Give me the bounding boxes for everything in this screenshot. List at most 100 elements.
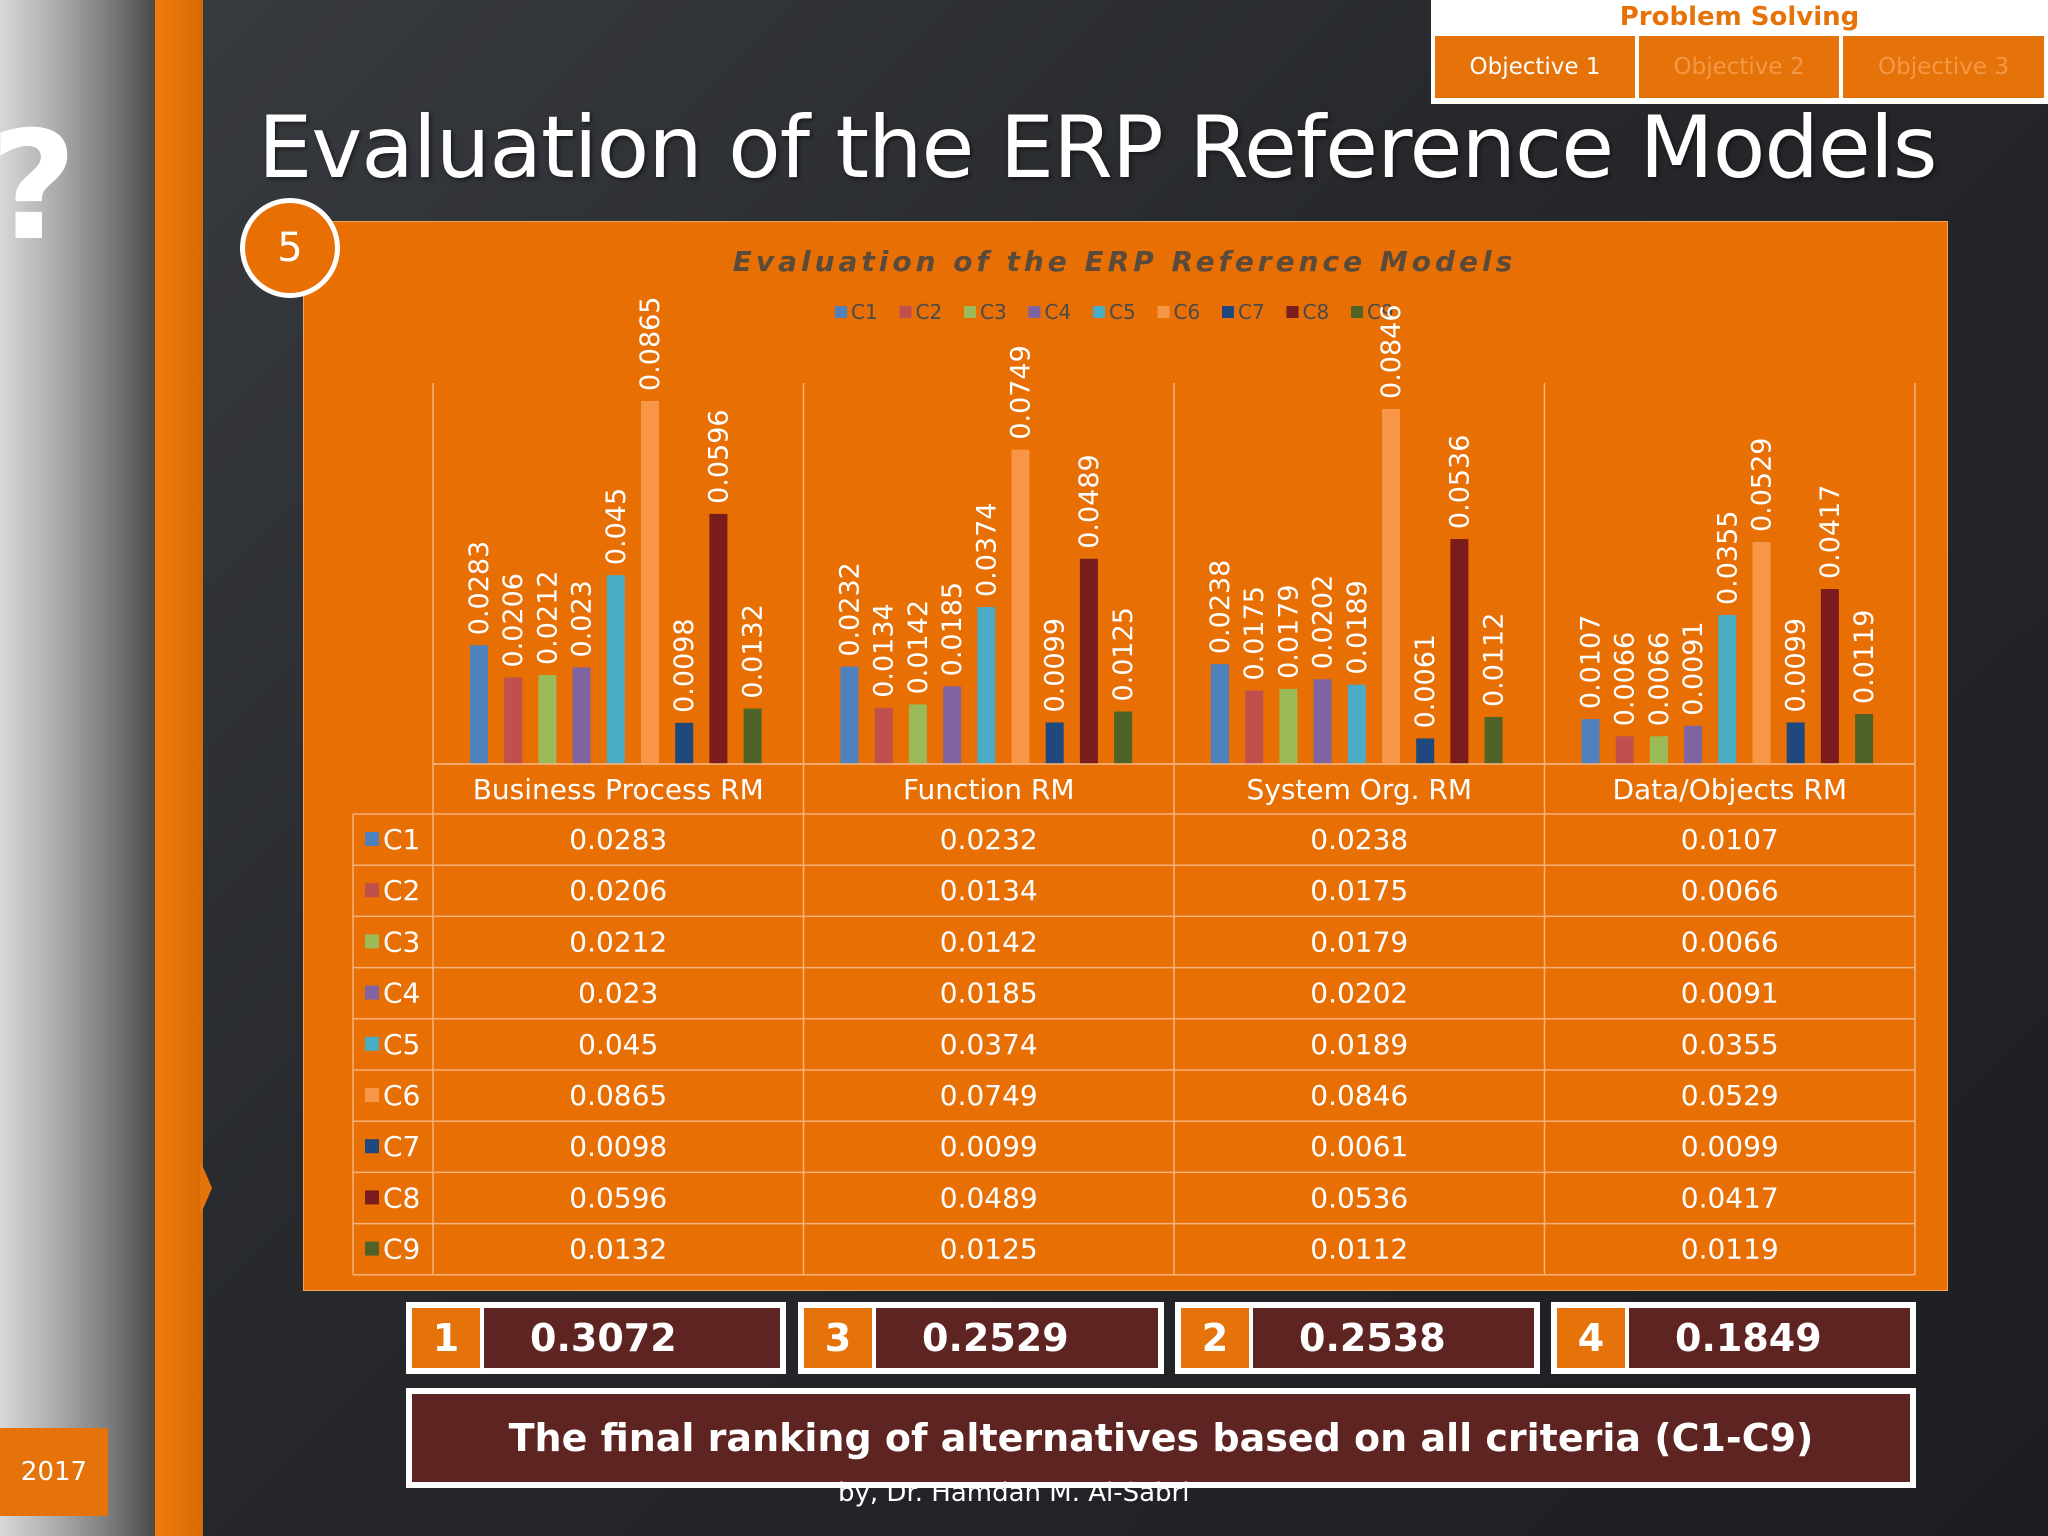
data-label-c6: 0.0529: [1747, 438, 1778, 532]
data-label-c8: 0.0536: [1444, 435, 1475, 529]
data-label-c1: 0.0283: [464, 541, 495, 635]
legend-label-c6: C6: [1174, 300, 1201, 324]
table-cell: 0.0202: [1310, 977, 1408, 1010]
data-label-c2: 0.0066: [1610, 632, 1641, 726]
bar-c9: [1484, 716, 1503, 764]
bar-c6: [1011, 449, 1030, 764]
bar-c5: [977, 607, 996, 764]
bar-c5: [1718, 615, 1737, 764]
table-cell: 0.0142: [940, 925, 1038, 958]
step-number-badge: 5: [240, 198, 340, 298]
data-label-c5: 0.045: [601, 488, 632, 565]
bar-c6: [1382, 408, 1400, 764]
legend-swatch-c1: [835, 306, 847, 318]
table-cell: 0.0189: [1310, 1028, 1408, 1061]
table-cell: 0.0749: [940, 1079, 1038, 1112]
data-label-c1: 0.0107: [1576, 615, 1607, 709]
data-label-c9: 0.0125: [1108, 607, 1139, 701]
bar-c5: [606, 575, 625, 764]
question-mark-decoration: ?: [0, 100, 77, 274]
bar-c6: [641, 401, 659, 764]
data-label-c5: 0.0189: [1342, 580, 1373, 674]
legend-label-c3: C3: [980, 300, 1007, 324]
data-label-c3: 0.0066: [1644, 632, 1675, 726]
table-cell: 0.0061: [1310, 1130, 1408, 1163]
data-label-c4: 0.0091: [1678, 621, 1709, 715]
bar-c5: [1347, 684, 1366, 764]
table-cell: 0.0098: [569, 1130, 667, 1163]
data-label-c6: 0.0749: [1006, 345, 1037, 439]
tab-objective-2[interactable]: Objective 2: [1639, 36, 1839, 98]
legend-swatch-c8: [1286, 306, 1299, 318]
rank-number: 1: [412, 1308, 480, 1368]
data-label-c2: 0.0175: [1239, 586, 1270, 680]
table-cell: 0.0099: [940, 1130, 1038, 1163]
table-header-2: Function RM: [903, 773, 1075, 806]
table-swatch-c4: [365, 985, 379, 1000]
table-swatch-c3: [365, 934, 379, 949]
table-cell: 0.0112: [1310, 1233, 1408, 1266]
bar-c4: [943, 686, 962, 764]
legend-label-c7: C7: [1238, 300, 1265, 324]
rank-number: 4: [1557, 1308, 1625, 1368]
table-cell: 0.0134: [940, 874, 1038, 907]
bar-c7: [1416, 738, 1435, 764]
legend-swatch-c5: [1093, 306, 1105, 318]
bar-c3: [538, 675, 557, 764]
table-row-label-c2: C2: [383, 874, 420, 907]
data-label-c9: 0.0132: [738, 604, 769, 698]
table-row-label-c7: C7: [383, 1130, 420, 1163]
table-row-label-c3: C3: [383, 925, 420, 958]
data-label-c5: 0.0355: [1712, 511, 1743, 605]
legend-label-c4: C4: [1045, 300, 1072, 324]
table-swatch-c2: [365, 883, 379, 898]
table-cell: 0.0125: [940, 1233, 1038, 1266]
data-label-c8: 0.0489: [1074, 454, 1105, 548]
table-cell: 0.0099: [1681, 1130, 1779, 1163]
table-cell: 0.0283: [569, 823, 667, 856]
ranking-box-function: 3 0.2529: [798, 1302, 1164, 1374]
left-photo-strip: ?: [0, 0, 155, 1536]
tab-objective-3[interactable]: Objective 3: [1843, 36, 2044, 98]
data-label-c2: 0.0206: [498, 573, 529, 667]
bar-c9: [743, 708, 762, 764]
table-cell: 0.0489: [940, 1181, 1038, 1214]
rank-score: 0.3072: [484, 1308, 780, 1368]
ranking-box-data-objects: 4 0.1849: [1551, 1302, 1916, 1374]
data-label-c7: 0.0098: [669, 618, 700, 712]
table-cell: 0.0119: [1681, 1233, 1779, 1266]
final-ranking-text: The final ranking of alternatives based …: [412, 1394, 1910, 1482]
table-cell: 0.023: [578, 977, 658, 1010]
table-swatch-c7: [365, 1139, 379, 1154]
legend-swatch-c2: [899, 306, 912, 318]
tab-objective-1[interactable]: Objective 1: [1435, 36, 1635, 98]
table-cell: 0.0066: [1681, 874, 1779, 907]
rank-score: 0.2529: [876, 1308, 1158, 1368]
objectives-panel: Problem Solving Objective 1 Objective 2 …: [1431, 0, 2048, 104]
ranking-box-system-org: 2 0.2538: [1175, 1302, 1540, 1374]
table-header-3: System Org. RM: [1246, 773, 1472, 806]
bar-c6: [1752, 542, 1771, 764]
data-label-c6: 0.0865: [635, 297, 666, 391]
chart-title: Evaluation of the ERP Reference Models: [733, 245, 1517, 278]
bar-c3: [1649, 736, 1668, 764]
bar-c4: [572, 667, 591, 764]
data-label-c3: 0.0179: [1273, 584, 1304, 678]
data-label-c3: 0.0142: [903, 600, 934, 694]
bar-c3: [908, 704, 927, 764]
bar-c8: [1820, 589, 1839, 764]
ranking-box-business-process: 1 0.3072: [406, 1302, 786, 1374]
legend-label-c2: C2: [916, 300, 943, 324]
table-swatch-c1: [365, 832, 379, 846]
table-header-4: Data/Objects RM: [1612, 773, 1847, 806]
table-cell: 0.0091: [1681, 977, 1779, 1010]
bar-c4: [1684, 725, 1703, 764]
bar-c1: [470, 645, 488, 764]
table-row-label-c4: C4: [383, 977, 420, 1010]
table-row-label-c1: C1: [383, 823, 420, 856]
table-header-1: Business Process RM: [473, 773, 764, 806]
data-label-c9: 0.0119: [1849, 610, 1880, 704]
bar-c4: [1313, 679, 1332, 764]
table-cell: 0.0417: [1681, 1181, 1779, 1214]
table-cell: 0.0596: [569, 1181, 667, 1214]
